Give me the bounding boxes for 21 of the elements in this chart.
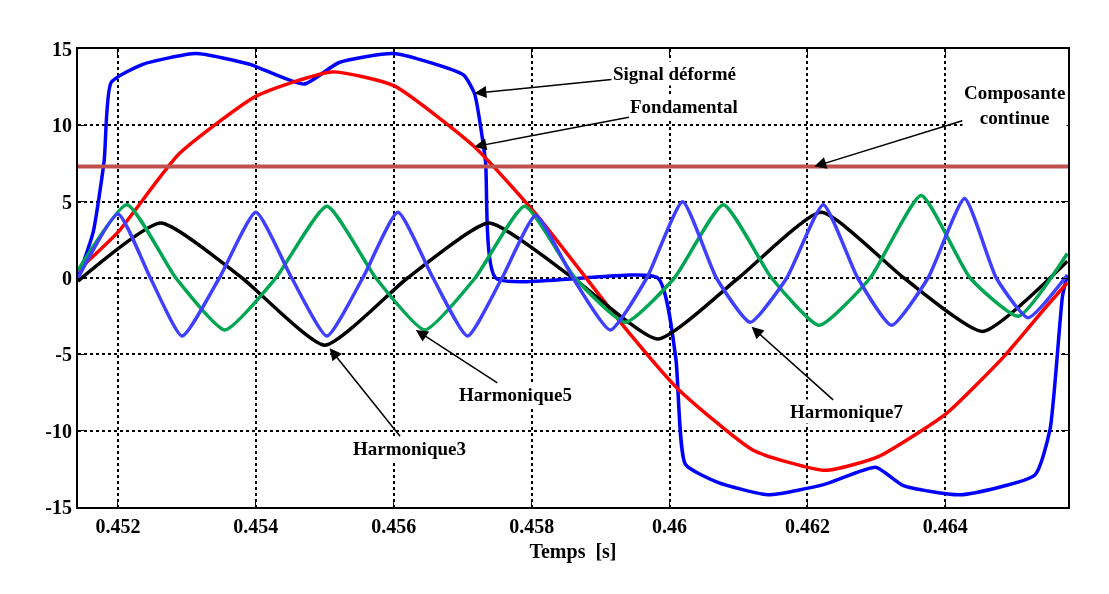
y-tick-label: 15 [52, 38, 72, 60]
annotation: Fondamental [630, 96, 738, 117]
y-tick-label: 5 [62, 190, 72, 213]
x-tick-label: 0.46 [652, 515, 688, 537]
x-tick-label: 0.454 [233, 515, 279, 537]
x-tick-label: 0.458 [509, 515, 555, 537]
x-tick-label: 0.456 [371, 515, 417, 537]
y-tick-label: -5 [55, 343, 72, 366]
annotation: Harmonique3 [353, 438, 466, 459]
annotation: Harmonique5 [459, 384, 572, 405]
x-axis-title: Temps [s] [529, 540, 617, 563]
annotation: Harmonique7 [790, 401, 904, 422]
y-tick-label: 10 [52, 114, 72, 137]
x-tick-label: 0.452 [95, 515, 141, 537]
x-tick-label: 0.462 [784, 515, 830, 537]
y-tick-label: -10 [45, 419, 72, 442]
annotation: Composante continue [964, 82, 1066, 128]
y-tick-label: 0 [62, 267, 72, 289]
x-tick-label: 0.464 [922, 515, 968, 537]
y-tick-label: -15 [45, 496, 72, 518]
annotation: Signal déformé [613, 63, 736, 84]
